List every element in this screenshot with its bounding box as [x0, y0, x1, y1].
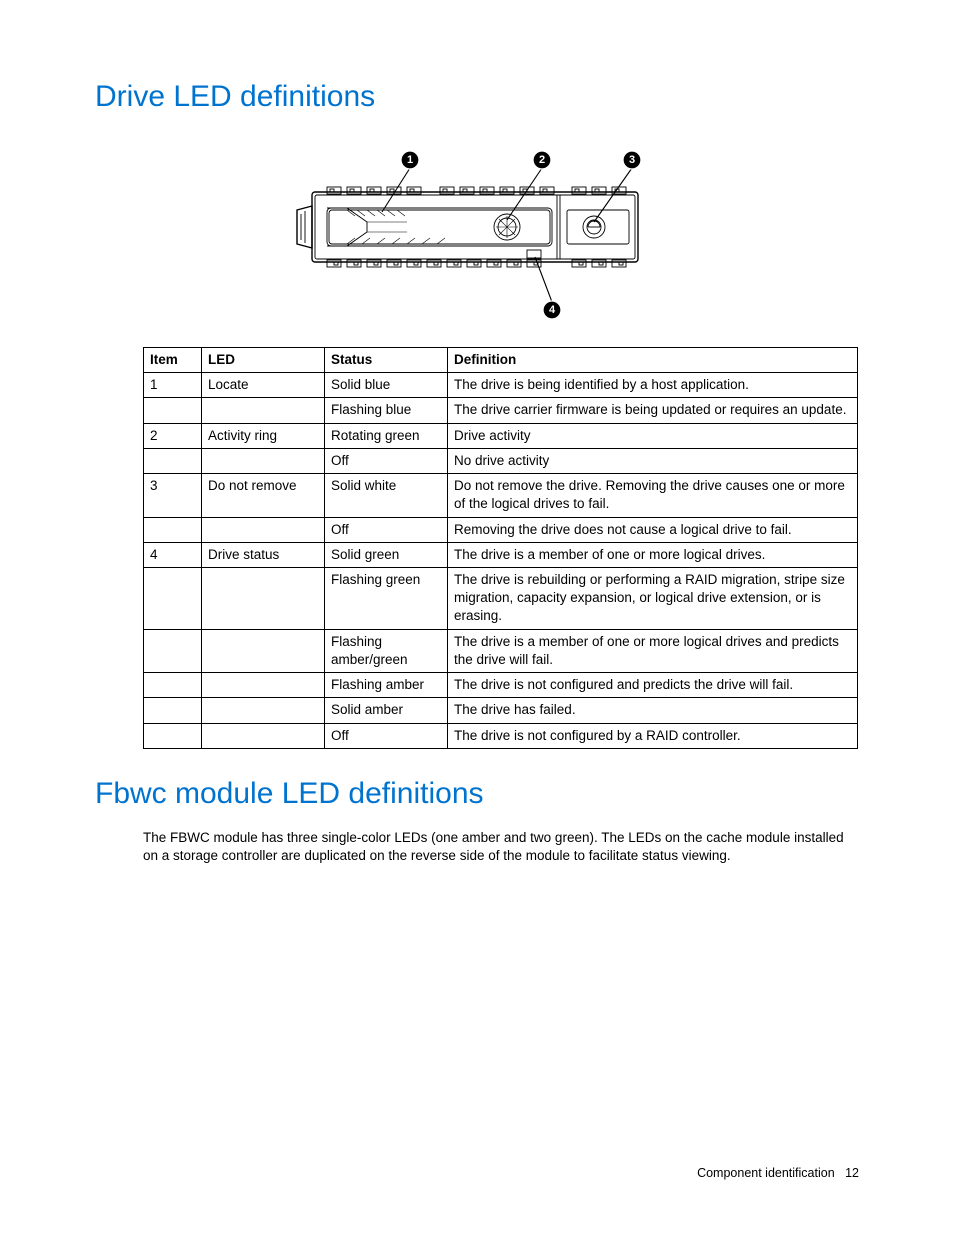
table-cell [202, 448, 325, 473]
table-cell: Solid green [325, 542, 448, 567]
table-cell: Off [325, 517, 448, 542]
table-cell: Solid amber [325, 698, 448, 723]
table-cell: The drive has failed. [448, 698, 858, 723]
table-cell: The drive is a member of one or more log… [448, 629, 858, 672]
table-cell: Flashing blue [325, 398, 448, 423]
table-cell: Do not remove the drive. Removing the dr… [448, 474, 858, 517]
svg-text:3: 3 [629, 154, 635, 166]
table-cell: Drive status [202, 542, 325, 567]
table-cell: Do not remove [202, 474, 325, 517]
table-cell: Flashing green [325, 567, 448, 629]
table-row: 2Activity ringRotating greenDrive activi… [144, 423, 858, 448]
table-cell [202, 398, 325, 423]
table-cell [144, 398, 202, 423]
table-cell: 2 [144, 423, 202, 448]
table-row: 1LocateSolid blueThe drive is being iden… [144, 373, 858, 398]
footer-text: Component identification [697, 1166, 835, 1180]
table-row: 3Do not removeSolid whiteDo not remove t… [144, 474, 858, 517]
table-cell: The drive carrier firmware is being upda… [448, 398, 858, 423]
table-cell [202, 673, 325, 698]
table-row: Flashing amber/greenThe drive is a membe… [144, 629, 858, 672]
svg-text:4: 4 [549, 304, 556, 316]
page-footer: Component identification 12 [697, 1166, 859, 1180]
table-cell: Drive activity [448, 423, 858, 448]
table-cell [144, 698, 202, 723]
table-cell [144, 517, 202, 542]
table-row: Flashing blueThe drive carrier firmware … [144, 398, 858, 423]
table-cell: The drive is rebuilding or performing a … [448, 567, 858, 629]
table-cell: Activity ring [202, 423, 325, 448]
svg-text:1: 1 [407, 154, 413, 166]
table-cell [202, 698, 325, 723]
table-cell: Removing the drive does not cause a logi… [448, 517, 858, 542]
th-item: Item [144, 348, 202, 373]
drive-diagram: 1 2 3 4 [267, 132, 687, 327]
table-cell [144, 723, 202, 748]
led-table: Item LED Status Definition 1LocateSolid … [143, 347, 858, 749]
table-cell [144, 673, 202, 698]
svg-text:2: 2 [539, 154, 545, 166]
callout-1: 1 [401, 151, 419, 169]
table-cell: Flashing amber/green [325, 629, 448, 672]
section2-body: The FBWC module has three single-color L… [143, 829, 859, 865]
table-cell: 4 [144, 542, 202, 567]
table-cell [144, 567, 202, 629]
table-cell [144, 448, 202, 473]
table-cell: No drive activity [448, 448, 858, 473]
table-cell: The drive is being identified by a host … [448, 373, 858, 398]
table-cell: The drive is a member of one or more log… [448, 542, 858, 567]
th-status: Status [325, 348, 448, 373]
table-cell: Rotating green [325, 423, 448, 448]
table-cell: Flashing amber [325, 673, 448, 698]
table-row: 4Drive statusSolid greenThe drive is a m… [144, 542, 858, 567]
table-cell: The drive is not configured and predicts… [448, 673, 858, 698]
table-cell: 1 [144, 373, 202, 398]
th-def: Definition [448, 348, 858, 373]
table-row: Flashing greenThe drive is rebuilding or… [144, 567, 858, 629]
section2-title: Fbwc module LED definitions [95, 777, 859, 811]
table-cell: The drive is not configured by a RAID co… [448, 723, 858, 748]
table-cell: Locate [202, 373, 325, 398]
table-cell: Off [325, 723, 448, 748]
table-cell [202, 567, 325, 629]
table-cell: Off [325, 448, 448, 473]
table-row: OffRemoving the drive does not cause a l… [144, 517, 858, 542]
table-cell: Solid white [325, 474, 448, 517]
table-cell: 3 [144, 474, 202, 517]
footer-page: 12 [845, 1166, 859, 1180]
th-led: LED [202, 348, 325, 373]
table-cell [202, 517, 325, 542]
table-row: Solid amberThe drive has failed. [144, 698, 858, 723]
section1-title: Drive LED definitions [95, 80, 859, 114]
table-cell: Solid blue [325, 373, 448, 398]
table-row: OffThe drive is not configured by a RAID… [144, 723, 858, 748]
table-cell [202, 723, 325, 748]
table-header-row: Item LED Status Definition [144, 348, 858, 373]
callout-4: 4 [543, 301, 561, 319]
table-row: Flashing amberThe drive is not configure… [144, 673, 858, 698]
callout-3: 3 [623, 151, 641, 169]
callout-2: 2 [533, 151, 551, 169]
table-cell [202, 629, 325, 672]
table-row: OffNo drive activity [144, 448, 858, 473]
table-cell [144, 629, 202, 672]
